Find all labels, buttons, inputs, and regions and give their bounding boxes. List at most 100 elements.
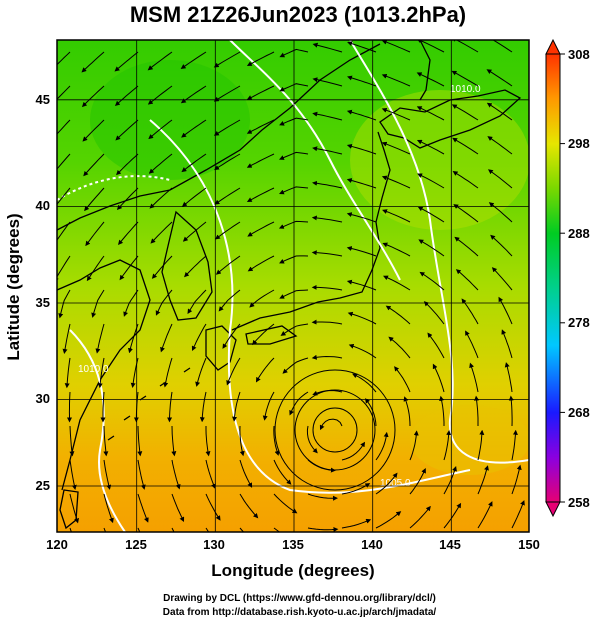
x-axis-title: Longitude (degrees) [211,561,374,580]
y-ticks: 25 30 35 40 45 [36,92,50,493]
x-tick-label: 140 [361,537,383,552]
streamline [167,391,173,423]
streamline [490,234,513,257]
streamline [180,85,207,104]
wind-streamlines [57,40,525,532]
streamline [381,107,411,121]
y-tick-label: 30 [36,391,50,406]
streamline [57,153,71,170]
streamline [86,255,105,282]
streamline [346,246,377,257]
streamline [312,42,343,53]
streamline [385,305,411,325]
streamline [81,85,105,108]
streamline [347,41,377,53]
streamline [213,119,241,136]
streamline [409,430,419,461]
streamline [307,526,339,532]
streamline [273,459,292,485]
streamline [282,357,309,374]
streamline [57,119,71,135]
streamline [341,518,372,529]
streamline [416,72,445,87]
streamline [381,73,411,87]
streamline [273,527,281,532]
streamline [381,40,411,53]
streamline [487,136,513,155]
contour-label-1010-west: 1010.0 [78,364,109,375]
streamline [215,221,241,240]
streamline [477,429,485,461]
streamline [312,77,343,87]
streamline [171,493,185,523]
streamline [215,255,241,275]
coast-asia [57,43,381,231]
streamline [381,141,411,155]
streamline [58,289,71,319]
streamline [151,255,173,279]
streamline [57,51,71,66]
streamline [147,51,173,71]
streamline [279,48,309,58]
streamline [511,429,518,461]
streamline [382,242,411,257]
streamline [119,255,139,281]
streamline [187,289,207,315]
streamline [205,426,211,457]
streamline [85,221,105,247]
streamline [348,343,377,359]
y-tick-label: 45 [36,92,50,107]
y-tick-label: 25 [36,478,50,493]
streamline [341,483,371,495]
streamline [443,466,457,495]
streamline [403,396,411,427]
streamline [115,119,139,141]
colorbar-label: 308 [568,47,590,62]
streamline [511,464,522,495]
streamline [416,139,445,155]
plot-area: 1005.0 1010.0 1010.0 [57,40,529,532]
colorbar-max-triangle [545,38,561,55]
streamline [486,102,513,121]
y-axis-title: Latitude (degrees) [4,213,23,360]
streamline [418,239,445,257]
streamline [347,75,377,87]
streamline [346,178,377,189]
y-tick-label: 40 [36,198,50,213]
streamline [191,323,207,352]
streamline [239,459,253,488]
streamline [443,502,462,529]
streamline [252,323,275,346]
streamline [454,236,479,257]
streamline [149,187,173,209]
cool-patch [90,60,250,180]
contour-north [229,40,401,281]
streamline [222,323,241,349]
streamline [81,51,105,73]
streamline [307,493,338,501]
streamline [501,329,513,359]
contour-label-1005: 1005.0 [380,478,411,489]
streamline [148,119,173,140]
streamline [486,69,513,87]
colorbar-label: 278 [568,315,590,330]
streamline [432,363,445,393]
streamline [150,221,173,244]
streamline [491,267,513,291]
y-tick-label: 35 [36,295,50,310]
colorbar-min-triangle [545,501,561,518]
grid [57,40,529,532]
warm-patch [410,405,529,475]
streamline [67,391,72,423]
streamline [311,354,343,360]
coast-honshu [231,131,391,331]
coast-shikoku [245,325,298,345]
streamline [213,85,241,102]
streamline [239,425,245,457]
streamline [218,289,241,312]
streamline [417,206,445,223]
streamline [91,289,105,318]
streamline [246,51,275,66]
streamline [114,85,139,106]
streamline [148,153,173,174]
